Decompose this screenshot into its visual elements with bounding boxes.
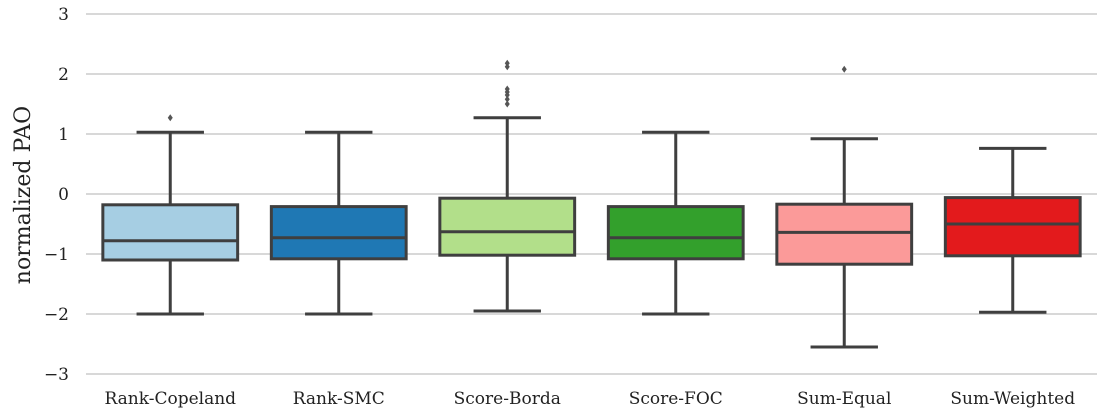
x-category-label: Sum-Weighted — [950, 389, 1075, 409]
x-category-label: Score-Borda — [454, 389, 561, 409]
outlier-point — [504, 95, 510, 103]
box-score-foc — [606, 130, 745, 316]
y-tick-label: −3 — [44, 365, 69, 385]
y-tick-label: 0 — [58, 185, 69, 205]
iqr-box — [775, 202, 914, 266]
outlier-point — [167, 114, 173, 122]
y-tick-label: −1 — [44, 245, 69, 265]
y-axis-title: normalized PAO — [11, 106, 36, 284]
x-category-label: Score-FOC — [629, 389, 723, 409]
y-tick-label: −2 — [44, 305, 69, 325]
y-tick-label: 2 — [58, 65, 69, 85]
box-rank-copeland — [101, 114, 240, 316]
iqr-box — [438, 196, 577, 257]
x-category-label: Sum-Equal — [797, 389, 891, 409]
grid-lines — [86, 13, 1097, 375]
outlier-point — [504, 100, 510, 108]
x-category-label: Rank-SMC — [293, 389, 385, 409]
y-tick-label: 1 — [58, 125, 69, 145]
iqr-box — [269, 205, 408, 261]
boxes — [101, 59, 1082, 349]
outlier-point — [504, 63, 510, 71]
box-score-borda — [438, 59, 577, 313]
box-rank-smc — [269, 130, 408, 316]
y-tick-labels: 3 2 1 0 −1 −2 −3 — [44, 5, 69, 385]
iqr-box — [606, 205, 745, 261]
iqr-box — [943, 196, 1082, 258]
iqr-box — [101, 203, 240, 262]
outlier-point — [504, 59, 510, 67]
box-sum-equal — [775, 65, 914, 349]
y-tick-label: 3 — [58, 5, 69, 25]
x-category-label: Rank-Copeland — [104, 389, 236, 409]
outlier-point — [841, 65, 847, 73]
box-sum-weighted — [943, 146, 1082, 314]
category-labels: Rank-Copeland Rank-SMC Score-Borda Score-FO… — [104, 389, 1075, 409]
outlier-point — [504, 85, 510, 93]
